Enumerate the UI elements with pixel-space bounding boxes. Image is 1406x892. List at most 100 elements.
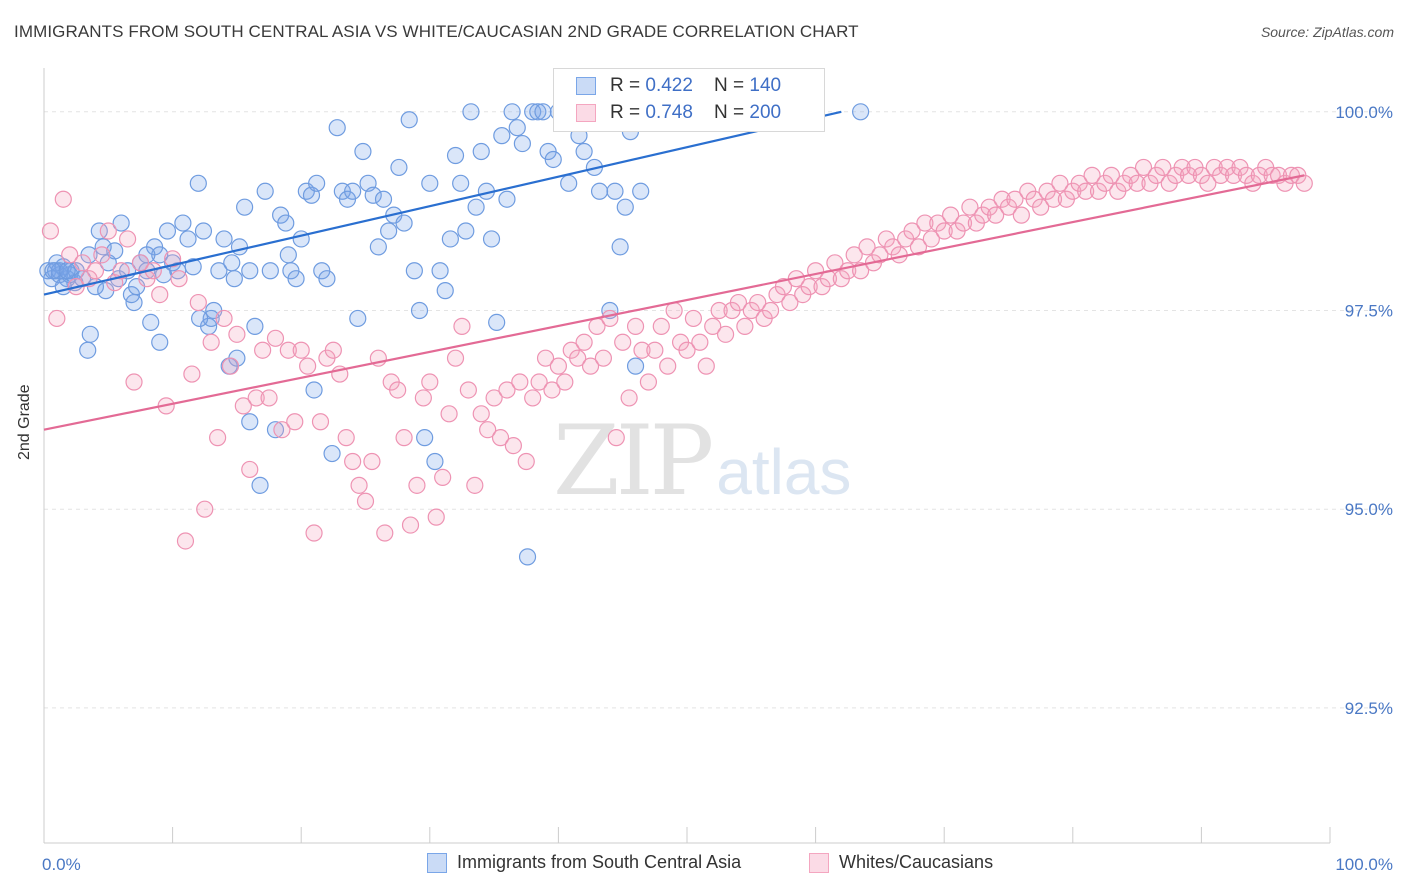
legend-r-pink: 0.748 xyxy=(645,102,693,123)
point-whites xyxy=(324,341,342,359)
trend-line-immigrants xyxy=(43,110,842,296)
point-whites xyxy=(845,246,863,264)
point-whites xyxy=(209,429,227,447)
point-whites xyxy=(118,230,137,248)
point-immigrants xyxy=(632,182,650,200)
point-immigrants xyxy=(575,142,593,161)
point-immigrants xyxy=(493,127,511,145)
point-whites xyxy=(691,333,709,351)
point-immigrants xyxy=(431,262,449,280)
watermark-zip: ZIP xyxy=(553,405,714,517)
point-whites xyxy=(498,381,516,399)
point-immigrants xyxy=(158,222,177,240)
point-whites xyxy=(1263,166,1281,184)
point-whites xyxy=(350,476,368,494)
point-immigrants xyxy=(256,182,274,200)
point-whites xyxy=(581,357,600,375)
point-whites xyxy=(858,238,876,256)
point-immigrants xyxy=(236,198,254,216)
point-whites xyxy=(389,381,407,399)
point-whites xyxy=(601,309,619,328)
point-whites xyxy=(607,429,625,447)
point-immigrants xyxy=(421,174,439,192)
point-immigrants xyxy=(503,103,521,121)
point-immigrants xyxy=(215,230,233,248)
point-whites xyxy=(633,341,651,359)
point-whites xyxy=(176,532,195,550)
point-immigrants xyxy=(277,214,295,232)
point-whites xyxy=(311,413,330,431)
point-immigrants xyxy=(179,230,197,248)
point-immigrants xyxy=(142,313,160,332)
point-whites xyxy=(446,349,465,367)
point-immigrants xyxy=(287,270,305,288)
point-whites xyxy=(401,516,420,534)
correlation-legend: R = 0.422 N = 140 R = 0.748 N = 200 xyxy=(553,68,825,132)
point-whites xyxy=(504,437,522,455)
point-immigrants xyxy=(210,262,228,280)
point-whites xyxy=(524,389,542,407)
point-immigrants xyxy=(318,270,336,288)
y-tick-label: 95.0% xyxy=(1345,500,1393,519)
point-whites xyxy=(93,246,111,264)
point-immigrants xyxy=(405,262,423,280)
point-whites xyxy=(189,293,207,312)
point-immigrants xyxy=(513,134,531,153)
point-immigrants xyxy=(508,119,526,137)
point-immigrants xyxy=(79,341,97,359)
point-whites xyxy=(254,341,272,359)
point-immigrants xyxy=(328,119,346,137)
point-immigrants xyxy=(626,357,645,375)
point-whites xyxy=(170,270,188,288)
point-immigrants xyxy=(308,174,326,192)
point-whites xyxy=(472,405,490,423)
point-immigrants xyxy=(251,476,269,494)
point-whites xyxy=(774,278,793,296)
point-whites xyxy=(234,397,252,415)
point-whites xyxy=(871,246,889,264)
point-immigrants xyxy=(90,222,108,240)
point-whites xyxy=(1128,174,1146,192)
point-immigrants xyxy=(151,333,169,351)
y-tick-label: 100.0% xyxy=(1335,103,1393,122)
point-whites xyxy=(659,357,677,375)
point-immigrants xyxy=(416,429,434,447)
bottom-legend-label-whites: Whites/Caucasians xyxy=(839,852,994,872)
point-whites xyxy=(665,301,683,320)
point-whites xyxy=(305,524,323,542)
point-whites xyxy=(202,333,220,351)
point-whites xyxy=(954,214,973,232)
point-whites xyxy=(569,349,587,367)
point-immigrants xyxy=(374,190,393,208)
point-whites xyxy=(1102,166,1120,184)
point-immigrants xyxy=(452,174,470,192)
point-whites xyxy=(247,389,265,407)
point-whites xyxy=(86,262,105,280)
point-immigrants xyxy=(194,222,213,240)
point-immigrants xyxy=(590,182,609,200)
point-immigrants xyxy=(457,222,475,240)
point-immigrants xyxy=(241,262,259,280)
point-whites xyxy=(536,349,555,367)
source-label: Source: ZipAtlas.com xyxy=(1260,24,1394,40)
point-immigrants xyxy=(482,230,501,248)
y-tick-label: 92.5% xyxy=(1345,699,1393,718)
legend-r-blue: 0.422 xyxy=(645,75,693,96)
point-immigrants xyxy=(498,190,516,208)
point-whites xyxy=(299,357,317,375)
point-whites xyxy=(639,373,658,391)
point-whites xyxy=(678,341,696,359)
point-whites xyxy=(543,381,561,399)
point-whites xyxy=(716,325,735,343)
point-whites xyxy=(125,373,143,391)
point-whites xyxy=(48,309,66,328)
point-whites xyxy=(1077,182,1095,200)
legend-n-blue: 140 xyxy=(749,75,782,96)
point-whites xyxy=(556,373,574,391)
point-whites xyxy=(466,476,484,494)
point-immigrants xyxy=(369,238,387,256)
point-immigrants xyxy=(441,230,459,248)
point-immigrants xyxy=(323,444,341,463)
point-whites xyxy=(1295,174,1313,192)
point-whites xyxy=(942,206,960,224)
